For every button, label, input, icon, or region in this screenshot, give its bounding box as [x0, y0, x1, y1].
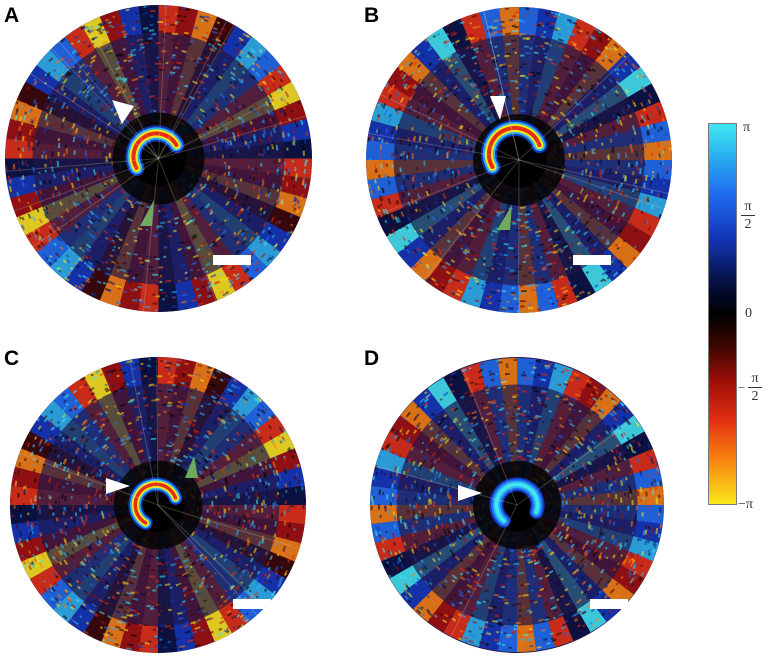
colorbar-tick-upper-half: π 2: [741, 199, 755, 232]
colorbar-tick-bottom: −π: [738, 497, 753, 512]
green-arrowhead-c: [185, 456, 198, 478]
green-arrowhead-a: [140, 200, 154, 226]
scale-bar-b: [573, 255, 611, 265]
phase-colorbar: [708, 123, 737, 505]
white-arrowhead-b: [490, 96, 506, 120]
white-arrowhead-d: [458, 485, 482, 501]
colorbar-lower-den: 2: [751, 389, 759, 404]
colorbar-tick-zero: 0: [745, 306, 752, 321]
colorbar-lower-num: π: [751, 371, 759, 386]
scale-bar-a: [213, 255, 251, 265]
colorbar-upper-num: π: [744, 199, 752, 214]
scale-bar-c: [233, 599, 271, 609]
white-arrowhead-a: [112, 100, 134, 124]
scale-bar-d: [590, 599, 628, 609]
colorbar-tick-lower-half: π 2: [748, 371, 762, 404]
oct-image-b: [366, 7, 672, 313]
green-arrowhead-b: [497, 205, 512, 230]
oct-image-d: [370, 357, 664, 653]
colorbar-upper-den: 2: [744, 217, 752, 232]
oct-image-a: [5, 5, 312, 312]
colorbar-lower-sign: −: [738, 380, 746, 395]
oct-image-c: [10, 357, 306, 653]
colorbar-tick-top: π: [743, 120, 751, 135]
white-arrowhead-c: [106, 478, 130, 494]
